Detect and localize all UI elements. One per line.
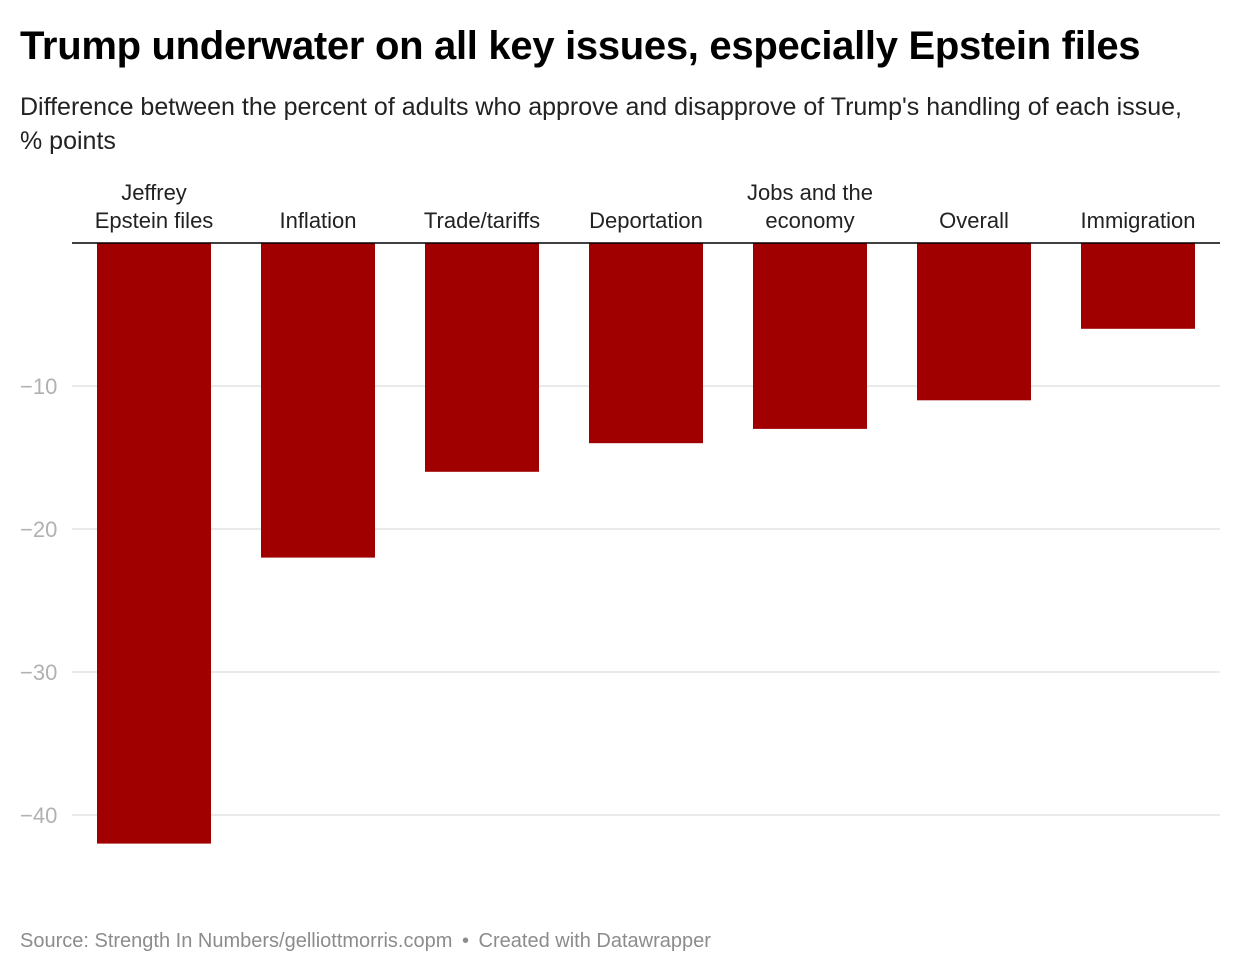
category-label: Jeffrey Epstein files: [95, 180, 214, 233]
y-tick-label: −10: [20, 374, 57, 399]
bar-chart: Jeffrey Epstein files Inflation Trade/tarif…: [20, 180, 1220, 844]
category-label: Overall: [939, 208, 1009, 233]
source-note: Source: Strength In Numbers/gelliottmorr…: [20, 930, 453, 952]
y-axis-tick-labels: −10 −20 −30 −40: [20, 374, 57, 828]
y-tick-label: −30: [20, 660, 57, 685]
bar: [261, 243, 375, 558]
y-tick-label: −40: [20, 803, 57, 828]
chart-title: Trump underwater on all key issues, espe…: [20, 24, 1141, 68]
category-label: Inflation: [279, 208, 356, 233]
category-label: Trade/tariffs: [424, 208, 540, 233]
bars: [97, 243, 1195, 844]
footer-separator: •: [461, 930, 469, 952]
footer: Source: Strength In Numbers/gelliottmorr…: [20, 928, 711, 954]
bar: [1081, 243, 1195, 329]
bar: [589, 243, 703, 444]
bar: [917, 243, 1031, 401]
credit-note: Created with Datawrapper: [478, 930, 711, 952]
y-tick-label: −20: [20, 517, 57, 542]
category-label: Jobs and the economy: [747, 180, 873, 233]
bar: [97, 243, 211, 844]
chart-subtitle: Difference between the percent of adults…: [20, 93, 1182, 155]
category-label: Immigration: [1081, 208, 1196, 233]
category-labels: Jeffrey Epstein files Inflation Trade/tarif…: [95, 180, 1196, 233]
gridlines: [72, 385, 1220, 816]
bar: [425, 243, 539, 472]
category-label: Deportation: [589, 208, 703, 233]
bar: [753, 243, 867, 429]
